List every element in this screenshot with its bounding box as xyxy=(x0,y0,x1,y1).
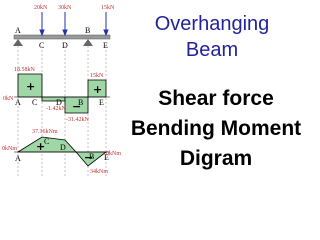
title-line: Beam xyxy=(186,39,238,61)
sfd-label: 15kN xyxy=(90,73,104,79)
support xyxy=(83,39,93,46)
subtitle-line: Digram xyxy=(180,147,252,170)
sfd-label: -1.42kN xyxy=(46,106,66,112)
point-label: E xyxy=(99,98,104,107)
bending-moment-diagram: 37.16kNm 0kNm 0kNm 34kNm + − A C D B E xyxy=(2,129,121,175)
load-label: 20kN xyxy=(34,5,48,11)
point-label: E xyxy=(103,41,108,50)
beam xyxy=(13,34,111,40)
sign: + xyxy=(93,83,102,96)
title-line: Overhanging xyxy=(155,13,270,35)
point-label: C xyxy=(44,137,49,146)
sign: − xyxy=(72,100,81,113)
point-label: B xyxy=(89,152,94,161)
point-label: C xyxy=(32,98,37,107)
sfd-label: 0kN xyxy=(3,96,14,102)
sign: + xyxy=(36,140,45,153)
bmd-label: 34kNm xyxy=(90,169,108,175)
sfd-label: -31.42kN xyxy=(66,117,89,123)
sign: − xyxy=(84,151,93,164)
shear-force-diagram: 18.58kN 15kN 0kN -1.42kN -31.42kN + + − … xyxy=(3,67,110,123)
point-label: B xyxy=(85,26,90,35)
bmd-label: 0kNm xyxy=(2,146,17,152)
point-label: C xyxy=(39,41,44,50)
bmd-label: 0kNm xyxy=(106,151,121,157)
subtitle-line: Bending Moment xyxy=(131,117,301,140)
point-label: D xyxy=(60,143,66,152)
load-label: 15kN xyxy=(101,5,115,11)
page: 20kN 30kN 15kN A C D B E 18.58kN 15kN 0k… xyxy=(2,5,302,178)
point-label: D xyxy=(62,41,68,50)
bmd-label: 37.16kNm xyxy=(32,129,58,135)
support xyxy=(13,39,23,46)
sign: + xyxy=(26,80,35,93)
load-arrows xyxy=(39,12,109,37)
point-label: A xyxy=(15,26,21,35)
point-label: A xyxy=(15,98,21,107)
sfd-label: 18.58kN xyxy=(14,67,36,73)
beam-diagram: 20kN 30kN 15kN A C D B E xyxy=(13,5,115,178)
point-label: A xyxy=(15,154,21,163)
point-label: E xyxy=(104,153,109,162)
load-label: 30kN xyxy=(58,5,72,11)
point-label: D xyxy=(56,98,62,107)
subtitle-line: Shear force xyxy=(158,87,274,110)
point-label: B xyxy=(78,98,83,107)
